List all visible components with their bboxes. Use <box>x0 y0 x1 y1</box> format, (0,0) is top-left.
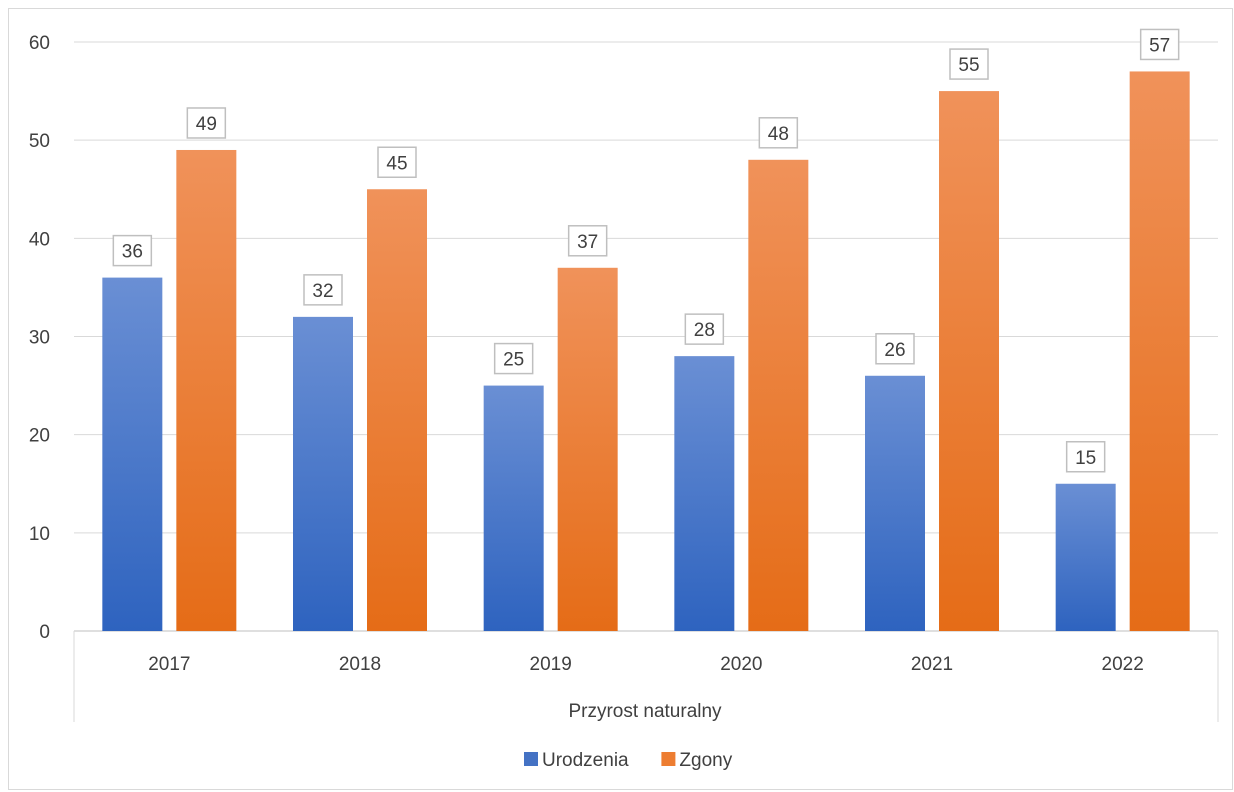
data-label: 37 <box>577 232 598 253</box>
data-label: 48 <box>768 124 789 145</box>
x-tick-label: 2022 <box>1102 654 1144 675</box>
gridlines <box>74 41 1218 632</box>
x-tick-label: 2021 <box>911 654 953 675</box>
legend: Urodzenia Zgony <box>524 750 733 771</box>
data-label-box <box>567 225 608 257</box>
bar-urodzenia-2022 <box>1055 483 1116 631</box>
data-label: 26 <box>884 340 905 361</box>
bar-zgony-2019 <box>557 267 618 631</box>
data-label-box <box>1139 28 1180 61</box>
data-labels: 36 49 32 45 25 37 28 48 26 55 15 57 <box>112 28 1180 473</box>
x-tick-label: 2017 <box>148 654 190 675</box>
x-axis: Przyrost naturalny 2017 2018 2019 2020 2021 2… <box>73 631 1219 722</box>
bar-urodzenia-2020 <box>674 356 735 631</box>
bar-urodzenia-2018 <box>293 316 353 631</box>
bar-urodzenia-2019 <box>483 385 544 631</box>
bar-urodzenia-2021 <box>865 375 925 631</box>
data-label-box <box>1065 441 1106 473</box>
data-label-box <box>875 333 915 365</box>
y-tick-label: 60 <box>29 33 50 54</box>
legend-label-zgony: Zgony <box>679 750 732 771</box>
x-group-label: Przyrost naturalny <box>568 701 722 722</box>
data-label-box <box>493 342 534 375</box>
bar-zgony-2020 <box>748 159 809 632</box>
y-tick-label: 10 <box>29 524 50 545</box>
bar-urodzenia-2017 <box>102 277 163 631</box>
data-label: 36 <box>122 242 143 263</box>
y-tick-label: 20 <box>29 426 50 447</box>
x-tick-label: 2019 <box>530 654 572 675</box>
data-label-box <box>112 234 153 267</box>
bar-zgony-2017 <box>176 149 237 631</box>
x-tick-label: 2018 <box>339 654 381 675</box>
data-label: 32 <box>312 281 333 302</box>
data-label-box <box>758 117 799 149</box>
bar-zgony-2022 <box>1129 71 1190 631</box>
data-label: 55 <box>958 55 979 76</box>
data-label-box <box>684 313 725 345</box>
data-label-box <box>949 48 989 80</box>
data-label-box <box>186 107 227 139</box>
y-tick-label: 0 <box>39 622 50 643</box>
bars <box>102 71 1190 632</box>
y-tick-label: 30 <box>29 328 50 349</box>
y-tick-label: 50 <box>29 131 50 152</box>
data-label: 45 <box>386 153 407 174</box>
y-tick-label: 40 <box>29 229 50 250</box>
legend-label-urodzenia: Urodzenia <box>542 750 629 771</box>
legend-swatch-zgony <box>661 752 676 766</box>
data-label-box <box>303 274 343 306</box>
legend-swatch-urodzenia <box>524 752 538 766</box>
data-label: 15 <box>1075 448 1096 469</box>
y-axis: 0 10 20 30 40 50 60 <box>29 33 50 643</box>
data-label: 25 <box>503 350 524 371</box>
data-label: 57 <box>1149 35 1170 56</box>
data-label-box <box>377 146 417 178</box>
data-label: 28 <box>694 320 715 341</box>
data-label: 49 <box>196 114 217 135</box>
x-tick-label: 2020 <box>720 654 762 675</box>
bar-zgony-2021 <box>939 91 999 632</box>
bar-zgony-2018 <box>367 189 427 631</box>
